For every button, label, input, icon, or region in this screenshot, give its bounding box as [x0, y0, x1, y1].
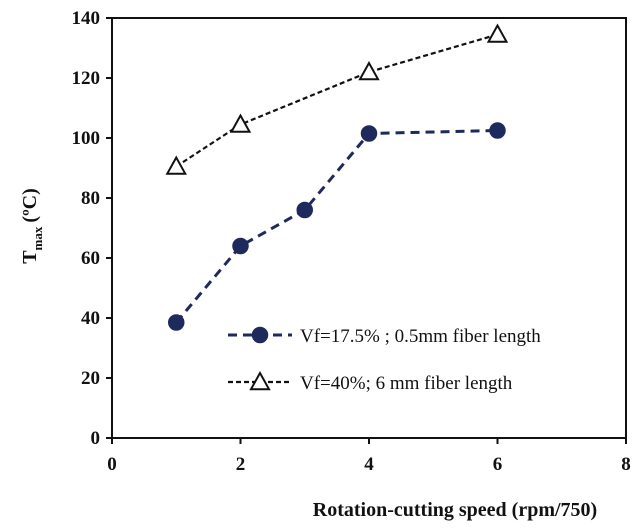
legend-entry-1: Vf=17.5% ; 0.5mm fiber length [228, 326, 541, 347]
y-axis-title-sub: max [30, 226, 45, 250]
x-tick-label: 2 [236, 454, 246, 475]
data-point [165, 155, 187, 175]
y-tick-label: 40 [81, 308, 100, 329]
y-tick-label: 80 [81, 188, 100, 209]
legend-label: Vf=40%; 6 mm fiber length [300, 373, 513, 394]
x-tick-label: 0 [107, 454, 117, 475]
data-point [296, 201, 313, 219]
x-axis-title: Rotation-cutting speed (rpm/750) [313, 499, 597, 521]
series-1 [168, 122, 506, 331]
y-axis-title-main: T [19, 250, 41, 264]
series-line [175, 33, 498, 168]
legend: Vf=17.5% ; 0.5mm fiber length Vf=40%; 6 m… [228, 326, 541, 394]
legend-entry-2: Vf=40%; 6 mm fiber length [228, 370, 513, 394]
data-point [358, 60, 380, 81]
data-point [168, 314, 185, 331]
data-point [486, 23, 509, 43]
y-tick-label: 140 [72, 8, 101, 29]
x-tick-label: 6 [493, 454, 503, 475]
data-point [360, 125, 378, 142]
x-tick-label: 8 [621, 454, 631, 475]
data-point [489, 122, 506, 139]
axes: 0 20 40 60 80 100 120 140 0 2 4 6 8 [72, 8, 631, 475]
legend-label: Vf=17.5% ; 0.5mm fiber length [300, 326, 541, 347]
y-tick-label: 60 [81, 248, 100, 269]
series-layer [165, 23, 509, 331]
y-tick-label: 120 [72, 68, 101, 89]
y-axis-title-unit: (ºC) [19, 188, 41, 222]
data-point [232, 237, 249, 255]
y-axis-title: Tmax (ºC) [19, 188, 45, 264]
y-tick-label: 20 [81, 368, 100, 389]
legend-swatch-marker [251, 326, 269, 344]
series-2 [165, 23, 509, 175]
data-point [229, 113, 252, 133]
y-tick-label: 100 [72, 128, 101, 149]
legend-swatch-marker [249, 370, 271, 391]
series-line [175, 129, 498, 324]
y-tick-label: 0 [91, 428, 101, 449]
x-tick-label: 4 [364, 454, 374, 475]
